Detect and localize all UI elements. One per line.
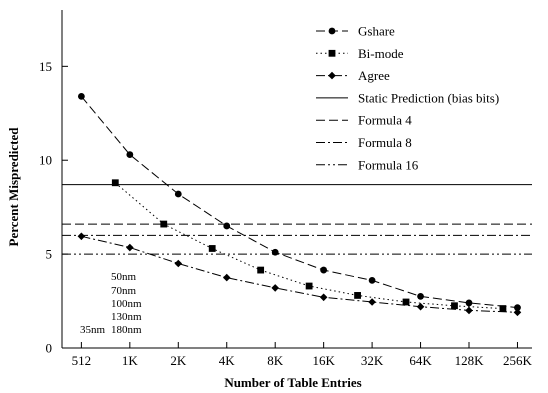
process-node-label: 35nm: [80, 324, 106, 336]
y-tick-label: 15: [39, 59, 52, 74]
legend-label: Agree: [358, 68, 390, 83]
point-agree: [126, 243, 134, 252]
legend-label: Formula 16: [358, 157, 419, 172]
legend-swatch-marker: [328, 71, 336, 80]
point-bi-mode: [402, 298, 410, 306]
process-node-label: 70nm: [111, 285, 137, 297]
y-tick-label: 10: [39, 153, 52, 168]
point-bi-mode: [111, 179, 119, 187]
process-node-label: 130nm: [111, 311, 142, 323]
x-tick-label: 32K: [361, 353, 384, 368]
point-gshare: [514, 304, 521, 312]
point-gshare: [174, 190, 182, 198]
x-axis-title: Number of Table Entries: [224, 375, 361, 390]
y-tick-label: 0: [46, 341, 53, 356]
point-gshare: [320, 266, 328, 274]
y-ticks: 0 5 10 15: [39, 59, 68, 356]
x-tick-label: 128K: [455, 353, 485, 368]
process-node-label: 100nm: [111, 298, 142, 310]
x-ticks: 512 1K 2K 4K 8K 16K 32K 64K 128K 256K: [72, 342, 533, 368]
point-agree: [271, 284, 279, 292]
x-tick-label: 1K: [122, 353, 139, 368]
point-gshare: [223, 222, 231, 230]
point-bi-mode: [354, 292, 361, 299]
point-agree: [513, 308, 522, 317]
point-bi-mode: [305, 282, 313, 290]
point-gshare: [368, 277, 376, 284]
point-bi-mode: [160, 220, 168, 228]
point-agree: [416, 302, 425, 311]
point-agree: [174, 259, 183, 268]
x-tick-label: 64K: [409, 353, 432, 368]
reference-lines: [62, 184, 532, 255]
x-tick-label: 4K: [219, 353, 236, 368]
process-node-label: 180nm: [111, 324, 142, 336]
x-tick-label: 256K: [503, 353, 533, 368]
x-tick-label: 8K: [267, 353, 284, 368]
point-gshare: [77, 92, 85, 100]
series-line-agree: [81, 235, 518, 313]
legend-swatch-marker: [328, 27, 336, 35]
legend-label: Formula 4: [358, 113, 412, 128]
y-axis-title: Percent Mispredicted: [6, 127, 21, 247]
point-gshare: [271, 248, 279, 256]
point-bi-mode: [451, 302, 458, 310]
legend-label: Formula 8: [358, 135, 412, 150]
point-bi-mode: [208, 245, 216, 252]
point-bi-mode: [499, 305, 507, 312]
data-series: [77, 92, 522, 317]
point-gshare: [465, 299, 473, 307]
series-line-bi-mode: [114, 182, 503, 310]
point-agree: [465, 306, 473, 315]
y-tick-label: 5: [46, 247, 53, 262]
process-node-label: 50nm: [111, 271, 137, 283]
point-agree: [77, 232, 86, 241]
legend-swatch-marker: [328, 49, 336, 57]
point-agree: [368, 298, 376, 306]
point-bi-mode: [257, 266, 265, 274]
point-agree: [222, 273, 231, 282]
point-gshare: [126, 151, 134, 158]
legend-label: Bi-mode: [358, 46, 404, 61]
legend-label: Static Prediction (bias bits): [358, 90, 499, 105]
x-tick-label: 16K: [312, 353, 335, 368]
point-agree: [319, 293, 328, 302]
legend: Gshare Bi-mode Agree Static Prediction (bia…: [316, 24, 499, 172]
x-tick-label: 2K: [170, 353, 187, 368]
series-line-gshare: [81, 96, 518, 309]
x-tick-label: 512: [72, 353, 92, 368]
point-gshare: [417, 292, 424, 300]
legend-label: Gshare: [358, 24, 395, 39]
